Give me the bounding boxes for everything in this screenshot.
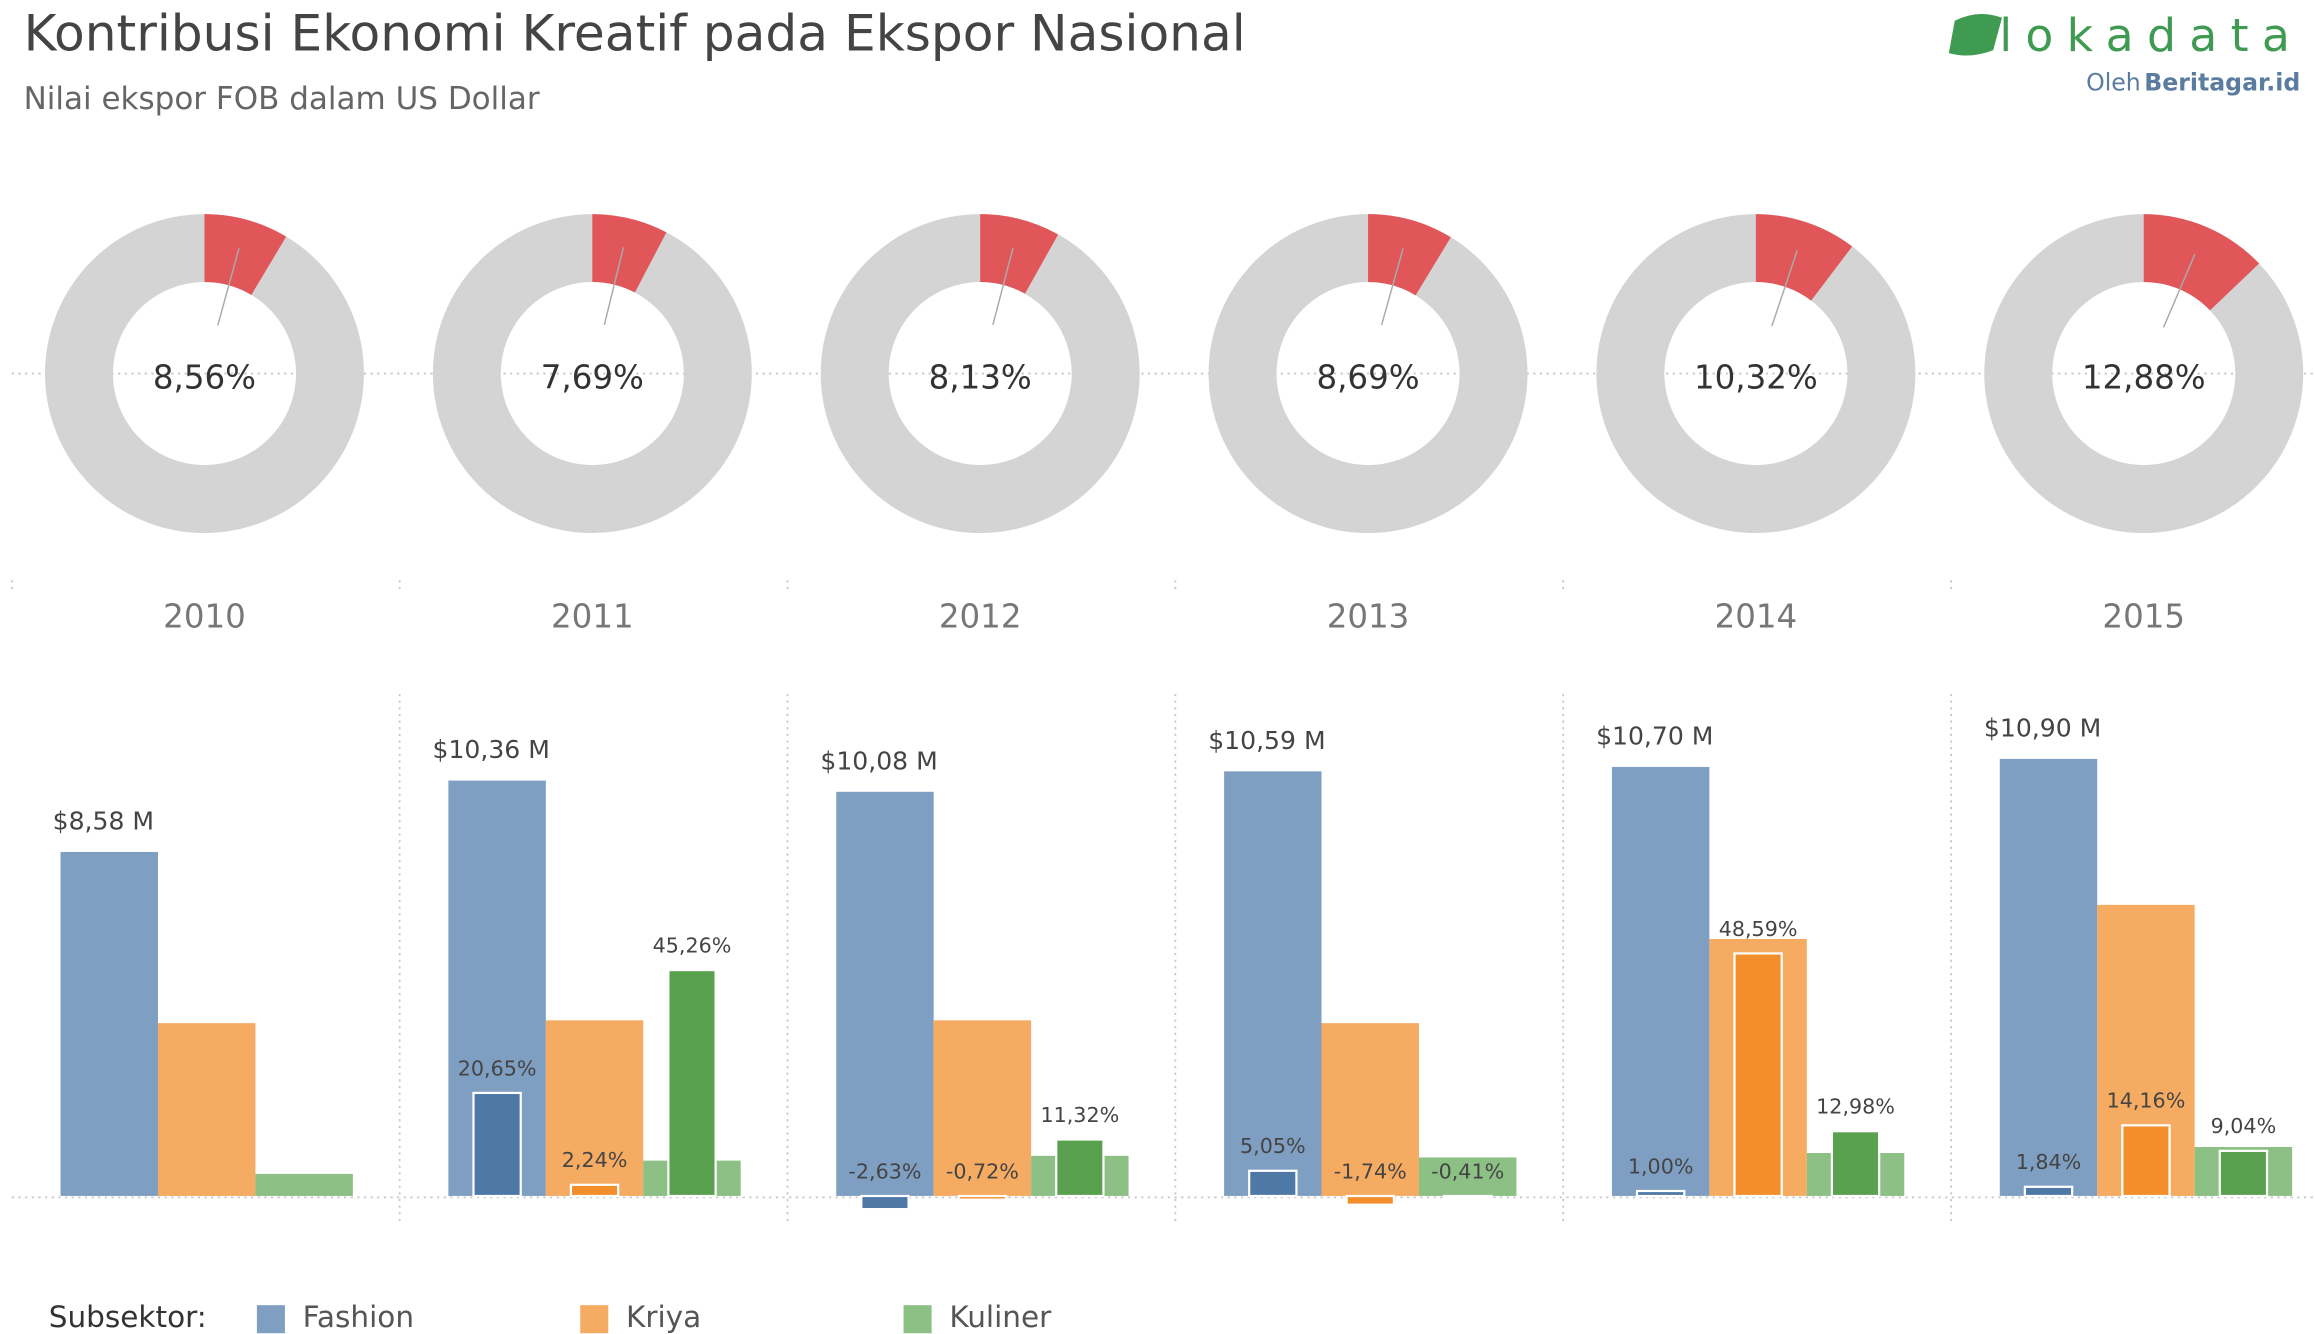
donut-slice <box>980 214 1059 294</box>
growth-label: 1,84% <box>2016 1150 2082 1174</box>
value-label: $10,90 M <box>1984 713 2101 742</box>
value-bar <box>1224 771 1322 1196</box>
growth-bar <box>2121 1124 2171 1198</box>
growth-bar <box>472 1091 522 1198</box>
donut-label: 12,88% <box>2082 358 2206 396</box>
logo-brand: lokadata <box>1999 9 2303 62</box>
legend-label: Kuliner <box>949 1300 1052 1334</box>
growth-label: 48,59% <box>1719 917 1798 941</box>
legend-label: Fashion <box>303 1300 414 1334</box>
year-label: 2015 <box>2102 598 2185 636</box>
value-bar <box>157 1023 256 1196</box>
growth-label: -1,74% <box>1334 1159 1407 1183</box>
value-bar <box>60 851 158 1196</box>
year-label: 2014 <box>1715 598 1798 636</box>
growth-label: -0,72% <box>946 1159 1019 1183</box>
value-bar <box>545 1020 644 1196</box>
legend-swatch <box>903 1305 932 1334</box>
donut-slice <box>592 214 667 293</box>
logo-source: Beritagar.id <box>2144 69 2300 97</box>
donut-label: 8,69% <box>1316 358 1419 396</box>
growth-bar <box>860 1194 910 1211</box>
growth-bar <box>2218 1149 2269 1198</box>
logo-by: Oleh <box>2086 69 2141 97</box>
growth-bar <box>1248 1169 1298 1198</box>
leader-line <box>1771 250 1798 327</box>
growth-label: 2,24% <box>562 1148 628 1172</box>
growth-label: -2,63% <box>848 1159 921 1183</box>
growth-label: -0,41% <box>1431 1159 1504 1183</box>
donut-label: 8,13% <box>929 358 1032 396</box>
growth-bar <box>569 1183 620 1198</box>
donut-label: 7,69% <box>541 358 644 396</box>
leader-line <box>603 247 625 326</box>
value-bar <box>836 791 934 1196</box>
growth-label: 14,16% <box>2107 1089 2186 1113</box>
year-label: 2013 <box>1327 598 1410 636</box>
growth-bar <box>1635 1189 1686 1198</box>
growth-label: 5,05% <box>1240 1134 1306 1158</box>
growth-label: 1,00% <box>1628 1154 1694 1178</box>
donut-slice <box>2143 214 2260 311</box>
growth-bar <box>667 968 717 1198</box>
value-bar <box>1611 766 1710 1196</box>
growth-bar <box>1733 952 1783 1198</box>
value-bar <box>1999 758 2098 1196</box>
growth-label: 12,98% <box>1816 1095 1895 1119</box>
growth-bar <box>1830 1130 1881 1198</box>
chart-subtitle: Nilai ekspor FOB dalam US Dollar <box>24 81 540 117</box>
value-label: $10,08 M <box>820 746 937 775</box>
leader-line <box>217 248 240 326</box>
donut-slice <box>1368 214 1451 296</box>
value-bar <box>255 1173 353 1196</box>
donut-label: 8,56% <box>153 358 256 396</box>
leader-line <box>992 247 1014 326</box>
growth-bar <box>1055 1138 1105 1198</box>
growth-label: 45,26% <box>653 933 732 957</box>
year-label: 2010 <box>163 598 246 636</box>
leader-line <box>1380 248 1404 326</box>
growth-label: 20,65% <box>458 1056 537 1080</box>
leader-line <box>2162 253 2196 328</box>
growth-label: 11,32% <box>1040 1103 1119 1127</box>
value-label: $10,59 M <box>1208 726 1325 755</box>
value-bar <box>1321 1023 1419 1196</box>
value-bar <box>933 1020 1032 1196</box>
legend-swatch <box>256 1305 285 1334</box>
growth-label: 9,04% <box>2211 1114 2277 1138</box>
logo-icon <box>1948 13 2003 56</box>
value-label: $8,58 M <box>53 806 154 835</box>
value-bar <box>1418 1157 1517 1196</box>
year-label: 2012 <box>939 598 1022 636</box>
value-label: $10,36 M <box>433 735 550 764</box>
donut-label: 10,32% <box>1694 358 1818 396</box>
legend-label: Kriya <box>626 1300 701 1334</box>
growth-bar <box>1345 1194 1395 1206</box>
legend-swatch <box>580 1305 609 1334</box>
growth-bar <box>957 1194 1008 1201</box>
chart-title: Kontribusi Ekonomi Kreatif pada Ekspor N… <box>24 3 1246 62</box>
donut-slice <box>204 214 287 295</box>
value-label: $10,70 M <box>1596 721 1713 750</box>
growth-bar <box>1442 1194 1493 1200</box>
donut-slice <box>1755 214 1853 301</box>
logo: lokadata Oleh Beritagar.id <box>1948 9 2303 97</box>
legend-title: Subsektor: <box>49 1300 207 1334</box>
growth-bar <box>2023 1185 2074 1198</box>
year-label: 2011 <box>551 598 634 636</box>
